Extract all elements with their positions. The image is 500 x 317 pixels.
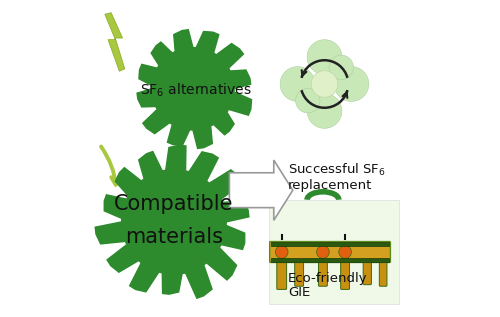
Circle shape (311, 71, 338, 97)
FancyBboxPatch shape (318, 246, 328, 286)
Circle shape (316, 246, 329, 258)
Text: materials: materials (125, 227, 223, 247)
Polygon shape (95, 145, 249, 298)
Circle shape (276, 246, 288, 258)
FancyBboxPatch shape (270, 258, 390, 262)
Polygon shape (230, 160, 293, 220)
FancyBboxPatch shape (270, 242, 390, 262)
Polygon shape (137, 30, 252, 148)
FancyBboxPatch shape (270, 242, 390, 246)
Text: SF$_6$ alternatives: SF$_6$ alternatives (140, 82, 252, 99)
Text: GIE: GIE (288, 286, 310, 299)
Text: Successful SF$_6$: Successful SF$_6$ (288, 162, 386, 178)
Circle shape (334, 67, 369, 101)
Polygon shape (105, 13, 125, 71)
FancyBboxPatch shape (269, 200, 399, 304)
FancyBboxPatch shape (294, 246, 304, 286)
Circle shape (296, 88, 320, 113)
Text: Compatible: Compatible (114, 194, 234, 215)
Text: Eco-friendly: Eco-friendly (288, 272, 368, 285)
Circle shape (329, 55, 353, 80)
FancyBboxPatch shape (363, 251, 372, 285)
FancyBboxPatch shape (380, 253, 387, 286)
Circle shape (339, 246, 351, 258)
Circle shape (307, 40, 342, 74)
Text: replacement: replacement (288, 179, 372, 192)
FancyBboxPatch shape (277, 243, 286, 289)
Circle shape (280, 67, 315, 101)
FancyBboxPatch shape (340, 243, 349, 289)
Circle shape (307, 94, 342, 128)
